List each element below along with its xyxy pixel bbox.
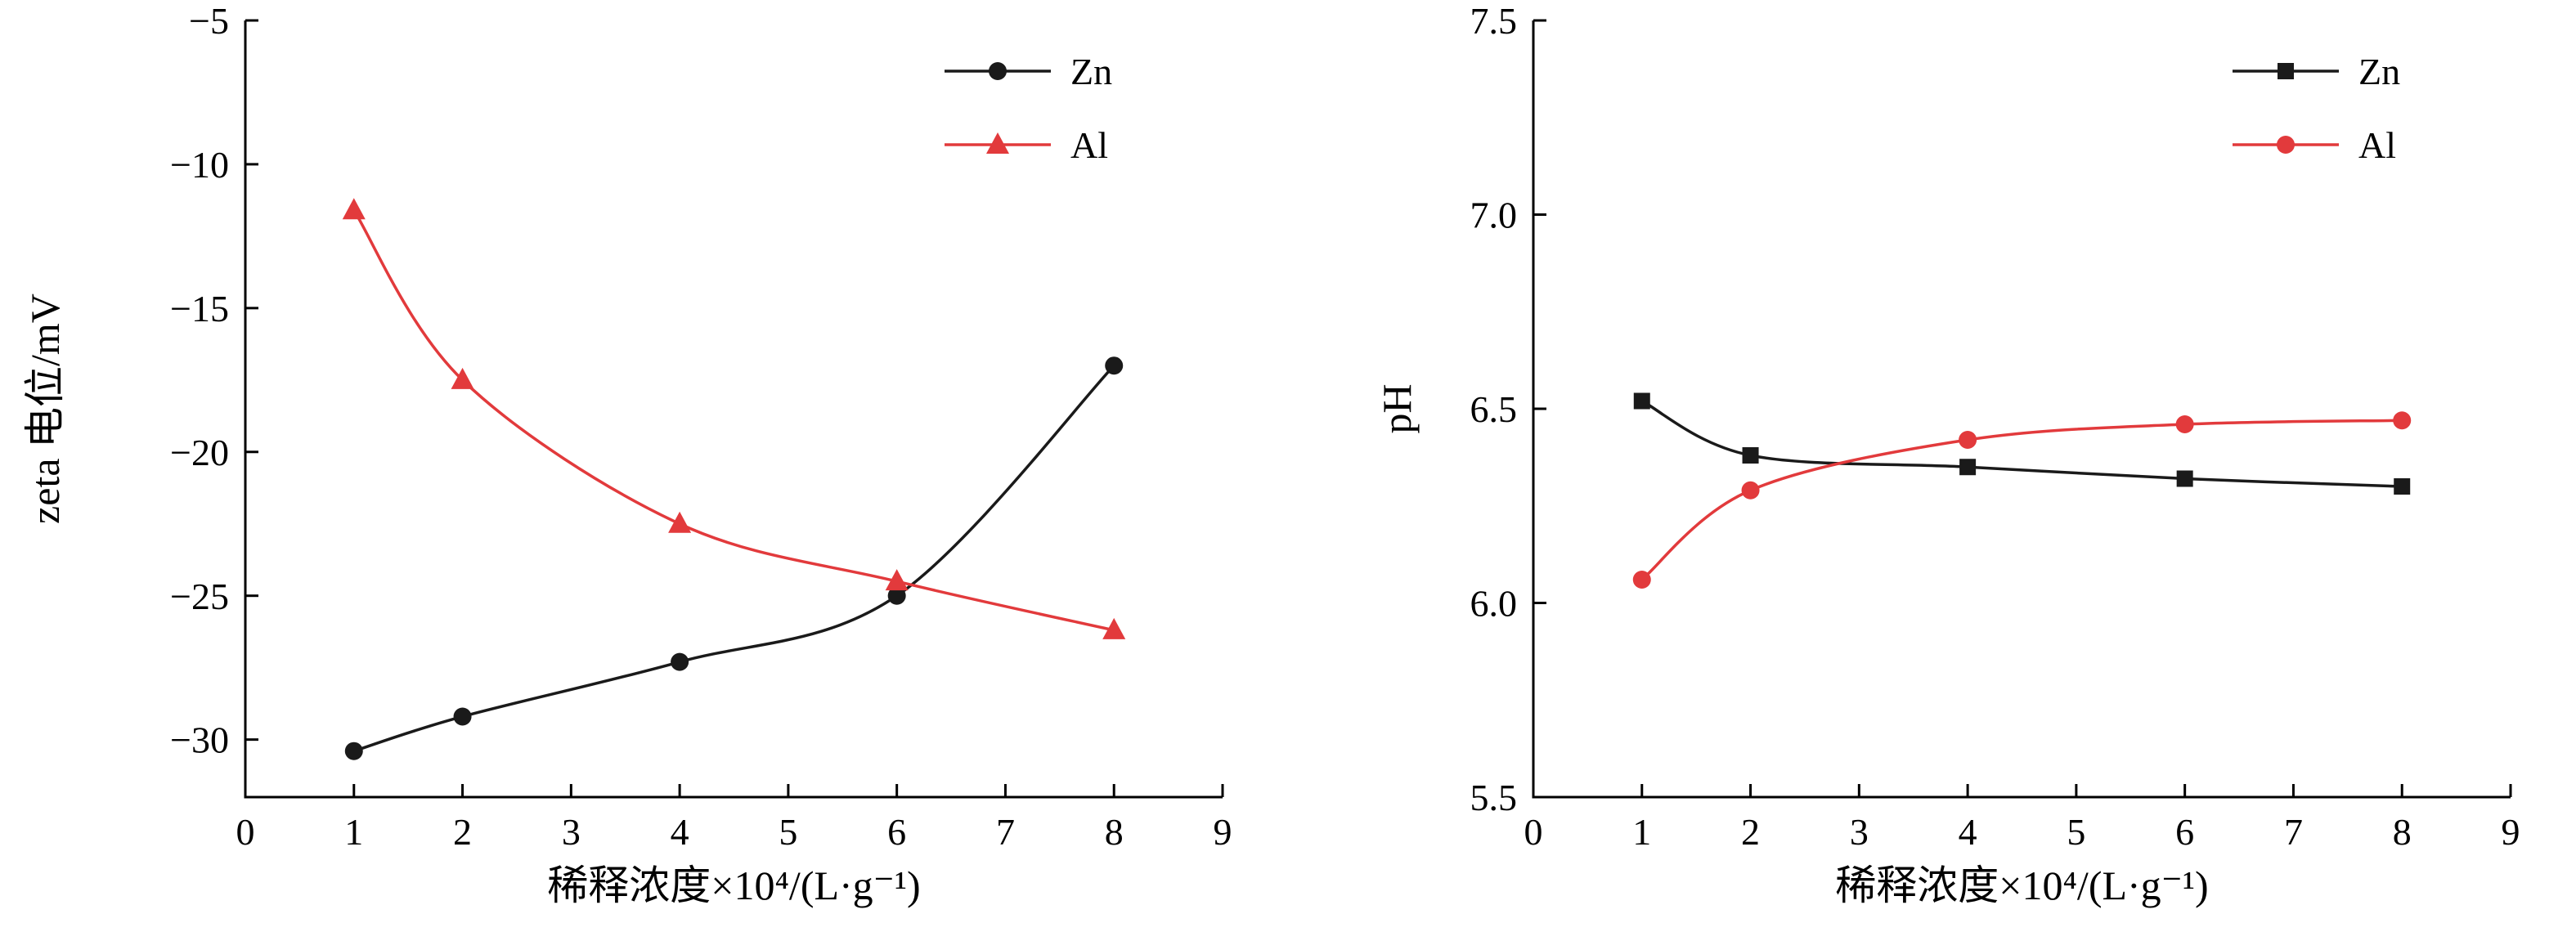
zeta-potential-chart-panel: 0 1 2 3 4 5 6 7 8 9 −30 −25 −20 −15 −10 −5 稀释浓度×10⁴/(L·g…	[22, 0, 1232, 908]
triangle-marker	[885, 569, 909, 591]
legend: Zn Al	[945, 51, 1112, 166]
x-tick-label: 5	[2067, 811, 2085, 853]
triangle-marker	[451, 367, 474, 389]
square-marker	[2176, 470, 2193, 487]
x-axis-ticks: 0 1 2 3 4 5 6 7 8 9	[236, 784, 1232, 853]
x-axis-label: 稀释浓度×10⁴/(L·g⁻¹)	[547, 863, 920, 908]
circle-marker	[1105, 356, 1124, 375]
x-tick-label: 6	[2175, 811, 2194, 853]
ph-chart: 0 1 2 3 4 5 6 7 8 9 5.5 6.0 6.5 7.0 7.5 稀释浓度×10⁴/(L·g⁻¹…	[1374, 0, 2520, 908]
legend-entry-zn: Zn	[2233, 51, 2400, 92]
series-line-al	[1640, 419, 2403, 581]
circle-marker	[2277, 136, 2295, 154]
triangle-marker	[342, 198, 366, 220]
x-tick-label: 5	[779, 811, 797, 853]
y-tick-label: −15	[170, 288, 229, 329]
circle-marker	[1959, 431, 1977, 449]
y-tick-label: 5.5	[1470, 777, 1518, 818]
square-marker	[1633, 392, 1650, 410]
x-tick-label: 6	[887, 811, 906, 853]
x-tick-label: 9	[1214, 811, 1232, 853]
square-marker	[2278, 63, 2294, 79]
y-tick-label: −25	[170, 576, 229, 617]
x-tick-label: 8	[2393, 811, 2412, 853]
square-marker	[1742, 447, 1759, 464]
y-axis-label: zeta 电位/mV	[22, 293, 68, 524]
y-tick-label: −20	[170, 432, 229, 473]
series-markers-zn	[1633, 392, 2411, 495]
x-tick-label: 3	[1850, 811, 1869, 853]
legend-entry-al: Al	[945, 124, 1108, 166]
x-tick-label: 4	[1959, 811, 1977, 853]
x-axis-ticks: 0 1 2 3 4 5 6 7 8 9	[1524, 784, 2520, 853]
circle-marker	[671, 652, 689, 671]
x-tick-label: 0	[1524, 811, 1543, 853]
y-axis-ticks: 5.5 6.0 6.5 7.0 7.5	[1470, 0, 1546, 818]
x-tick-label: 4	[671, 811, 689, 853]
circle-marker	[453, 707, 472, 726]
legend-label: Al	[2358, 124, 2396, 166]
legend-label: Zn	[1070, 51, 1112, 92]
series-line-al	[352, 209, 1115, 632]
y-tick-label: −30	[170, 719, 229, 761]
legend-label: Al	[1070, 124, 1108, 166]
x-tick-label: 8	[1105, 811, 1124, 853]
y-tick-label: 7.5	[1470, 0, 1518, 42]
x-tick-label: 3	[562, 811, 581, 853]
y-tick-label: 7.0	[1470, 195, 1518, 236]
circle-marker	[1632, 571, 1651, 589]
y-axis-label: pH	[1374, 383, 1420, 433]
square-marker	[2394, 478, 2411, 495]
x-axis-label: 稀释浓度×10⁴/(L·g⁻¹)	[1835, 863, 2208, 908]
circle-marker	[1741, 481, 1760, 500]
legend: Zn Al	[2233, 51, 2400, 166]
legend-label: Zn	[2358, 51, 2400, 92]
ph-chart-panel: 0 1 2 3 4 5 6 7 8 9 5.5 6.0 6.5 7.0 7.5 稀释浓度×10⁴/(L·g⁻¹…	[1288, 0, 2576, 932]
x-tick-label: 2	[1741, 811, 1760, 853]
zeta-potential-chart: 0 1 2 3 4 5 6 7 8 9 −30 −25 −20 −15 −10 −5 稀释浓度×10⁴/(L·g…	[22, 0, 1232, 908]
triangle-marker	[986, 132, 1009, 154]
triangle-marker	[668, 511, 692, 533]
x-tick-label: 7	[996, 811, 1015, 853]
series-line-zn	[1640, 399, 2403, 488]
x-tick-label: 2	[453, 811, 472, 853]
x-tick-label: 7	[2284, 811, 2303, 853]
square-marker	[1959, 459, 1977, 476]
y-tick-label: −5	[189, 0, 229, 42]
y-tick-label: 6.5	[1470, 388, 1518, 430]
x-tick-label: 0	[236, 811, 255, 853]
legend-entry-al: Al	[2233, 124, 2396, 166]
x-tick-label: 1	[1632, 811, 1651, 853]
y-tick-label: −10	[170, 144, 229, 186]
x-tick-label: 1	[344, 811, 363, 853]
circle-marker	[989, 62, 1007, 80]
y-tick-label: 6.0	[1470, 583, 1518, 625]
circle-marker	[344, 742, 363, 760]
series-markers-al	[1632, 411, 2412, 589]
series-markers-zn	[344, 356, 1124, 760]
circle-marker	[887, 586, 906, 605]
circle-marker	[2393, 411, 2412, 430]
series-line-zn	[353, 365, 1115, 753]
circle-marker	[2175, 415, 2194, 433]
x-tick-label: 9	[2502, 811, 2520, 853]
y-axis-ticks: −30 −25 −20 −15 −10 −5	[170, 0, 258, 761]
legend-entry-zn: Zn	[945, 51, 1112, 92]
series-markers-al	[342, 198, 1126, 639]
triangle-marker	[1102, 617, 1126, 639]
